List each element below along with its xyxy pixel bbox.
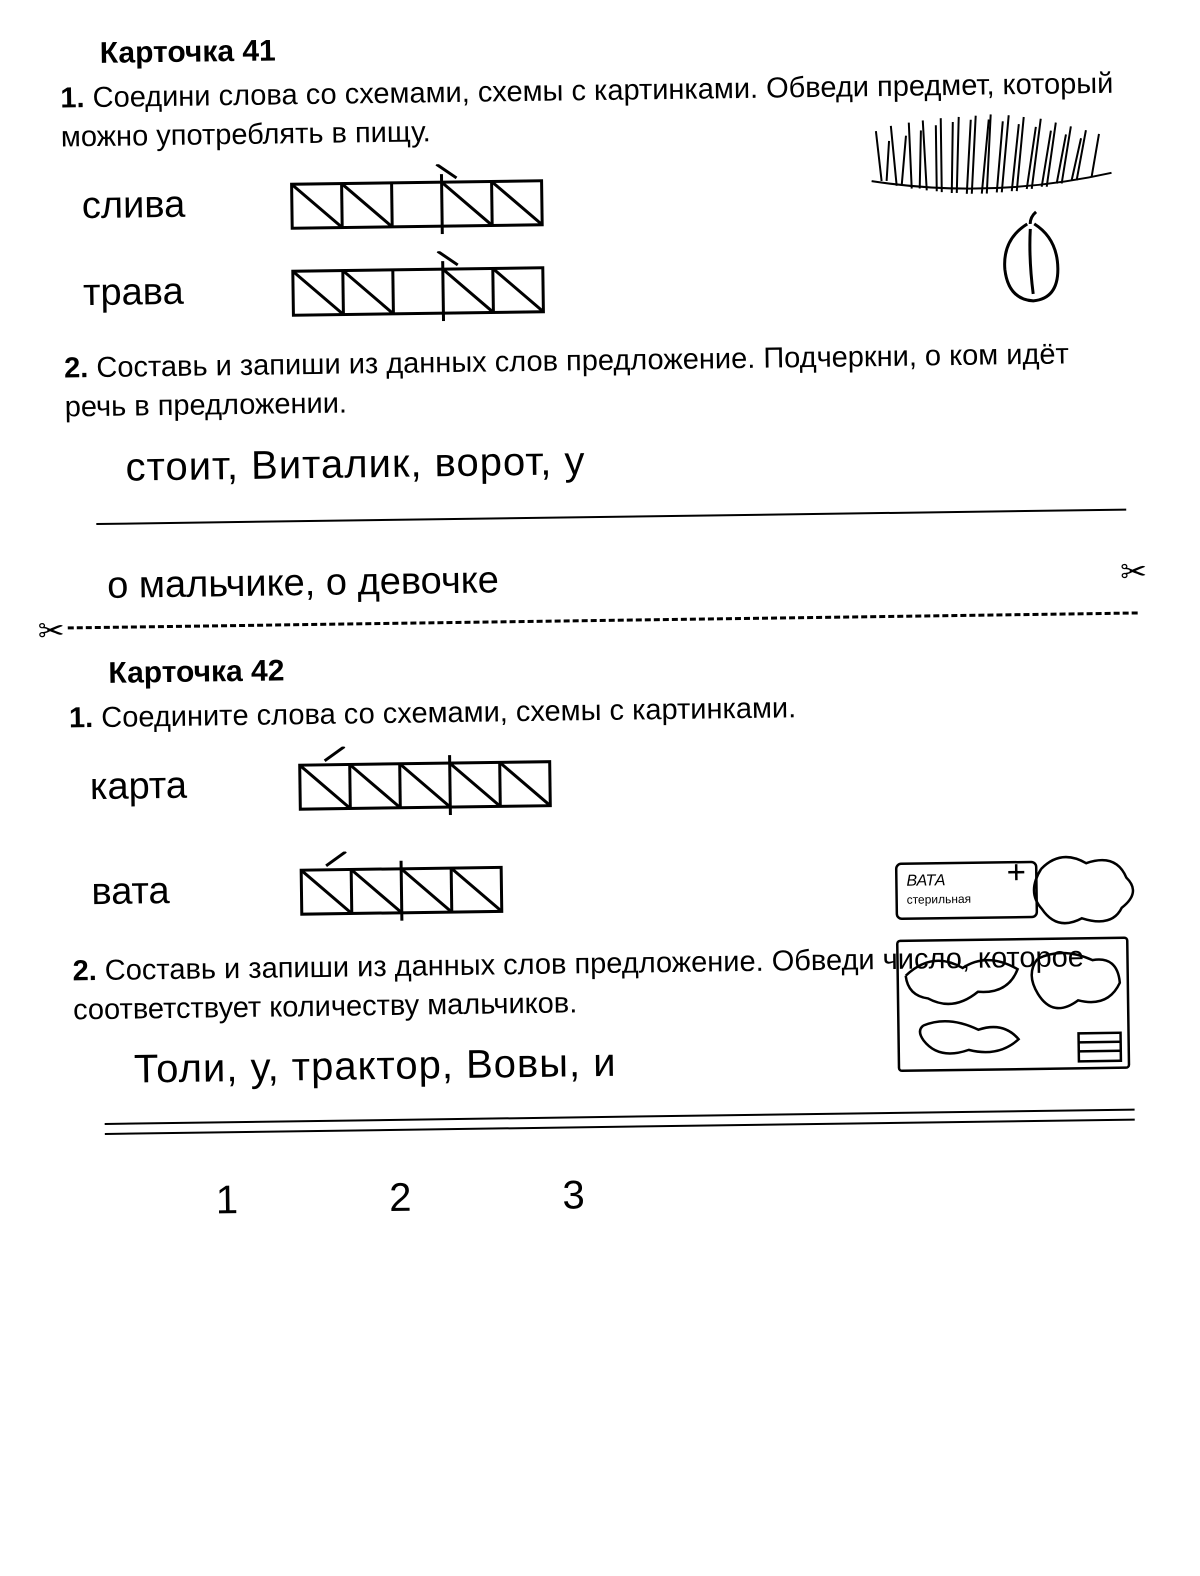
task1-num: 1. xyxy=(60,82,85,114)
schema-box xyxy=(291,849,522,927)
schema-box xyxy=(281,163,562,242)
answer-double-line xyxy=(105,1109,1135,1135)
schema-box xyxy=(283,250,564,329)
answer-line xyxy=(96,506,1126,524)
syllable-schema-icon xyxy=(283,250,564,324)
cut-line: ✂ ✂ xyxy=(68,611,1138,629)
card41-words: стоит, Виталик, ворот, у xyxy=(125,431,1136,490)
card42-numbers: 1 2 3 xyxy=(215,1165,1146,1223)
card42-word1-row: карта xyxy=(89,735,1140,825)
scissors-icon: ✂ xyxy=(38,611,65,649)
card42-images: ВАТА стерильная xyxy=(886,852,1149,1091)
card41-title: Карточка 41 xyxy=(100,23,1130,71)
scissors-icon: ✂ xyxy=(1120,552,1147,590)
schema-box xyxy=(289,743,570,822)
vata-and-map-icon: ВАТА стерильная xyxy=(886,852,1149,1086)
grass-and-plum-icon xyxy=(840,98,1133,312)
task2-text: Составь и запиши из данных слов предложе… xyxy=(64,339,1069,424)
syllable-schema-icon xyxy=(289,743,570,817)
worksheet-page: Карточка 41 1. Соедини слова со схемами,… xyxy=(0,0,1200,1576)
word-karta: карта xyxy=(90,764,251,809)
word-vata: вата xyxy=(91,869,252,914)
syllable-schema-icon xyxy=(281,163,562,237)
svg-text:стерильная: стерильная xyxy=(907,892,972,907)
svg-text:ВАТА: ВАТА xyxy=(906,872,945,890)
task2-num: 2. xyxy=(64,352,89,384)
card41-images xyxy=(840,98,1133,317)
task2-num: 2. xyxy=(72,955,97,987)
card42-task1: 1. Соединитe слова со схемами, схемы с к… xyxy=(69,684,1139,738)
word-sliva: слива xyxy=(82,183,243,228)
syllable-schema-icon xyxy=(291,849,522,922)
word-trava: трава xyxy=(83,270,244,315)
card41-choices: о мальчике, о девочке xyxy=(107,550,1138,607)
task1-num: 1. xyxy=(69,702,94,734)
task1-text: Соединитe слова со схемами, схемы с карт… xyxy=(101,692,796,734)
card41-task2: 2. Составь и запиши из данных слов предл… xyxy=(64,335,1135,428)
card42-title: Карточка 42 xyxy=(108,642,1138,690)
